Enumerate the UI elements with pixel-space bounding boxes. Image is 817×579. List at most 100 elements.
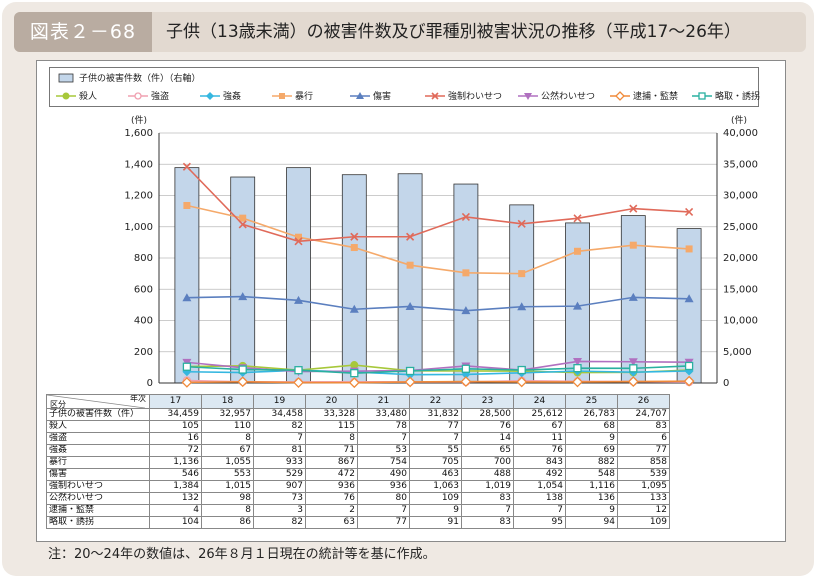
point-series8-22: [461, 364, 471, 373]
table-cell: 76: [305, 492, 358, 505]
table-cell: 936: [357, 480, 410, 493]
line-series-3: [186, 204, 690, 275]
year-header: 25: [565, 394, 618, 409]
point-series7-21: [404, 376, 416, 388]
table-cell: 65: [461, 444, 514, 457]
point-series5-18: [238, 220, 247, 229]
point-series5-24: [573, 214, 582, 223]
left-tick-label: 1,200: [124, 191, 153, 202]
figure-header: 図表２－68 子供（13歳未満）の被害件数及び罪種別被害状況の推移（平成17〜2…: [14, 12, 806, 52]
legend-item-1: 強盗: [128, 89, 169, 102]
point-series4-17: [182, 293, 192, 302]
point-series7-19: [293, 377, 304, 388]
point-series3-18: [239, 214, 247, 222]
year-header: 19: [253, 394, 306, 409]
table-cell: 705: [409, 456, 462, 469]
legend-marker: [615, 90, 625, 101]
point-series8-26: [684, 361, 694, 371]
table-cell: 76: [461, 420, 514, 433]
table-cell: 936: [305, 480, 358, 493]
table-cell: 2: [305, 504, 358, 517]
table-cell: 3: [253, 504, 306, 517]
legend-marker: [524, 92, 532, 100]
point-series5-21: [406, 232, 415, 241]
table-row: 略取・誘拐 104 86 82 63 77 91 83 95 94 109: [46, 516, 670, 529]
legend-label: 強盗: [151, 92, 170, 102]
point-series7-26: [683, 375, 695, 387]
right-tick-label: 25,000: [723, 222, 758, 233]
right-tick-label: 35,000: [723, 159, 758, 170]
point-series8-18: [238, 365, 247, 374]
table-cell: 80: [357, 492, 410, 505]
table-row: 強盗 16 8 7 8 7 7 14 11 9 6: [46, 432, 670, 445]
table-cell: 83: [461, 516, 514, 529]
line-series-8: [186, 365, 690, 374]
table-cell: 86: [201, 516, 254, 529]
table-cell: 109: [617, 516, 670, 529]
point-series8-23: [517, 365, 526, 375]
row-label: 子供の被害件数（件）: [46, 408, 150, 421]
year-header: 18: [201, 394, 254, 409]
legend-swatch: [518, 92, 538, 100]
data-table: 年次 区分 17 18 19 20 21 22 23 24 25 26 子供の被害件数（件） 34,459…: [46, 394, 670, 529]
table-cell: 67: [201, 444, 254, 457]
table-cell: 882: [565, 456, 618, 469]
point-series5-22: [461, 212, 470, 221]
left-tick-label: 600: [134, 284, 153, 295]
point-series7-22: [460, 376, 472, 388]
legend-label: 強制わいせつ: [448, 92, 503, 102]
table-cell: 71: [305, 444, 358, 457]
row-label: 強姦: [46, 444, 150, 457]
legend-marker: [134, 91, 142, 100]
figure-label: 図表２－68: [14, 12, 152, 52]
footnote: 注：20〜24年の数値は、26年８月１日現在の統計等を基に作成。: [48, 547, 436, 562]
table-cell: 463: [409, 468, 462, 481]
table-cell: 32,957: [201, 408, 254, 421]
year-header: 24: [513, 394, 566, 409]
legend-marker: [206, 91, 214, 100]
point-series7-24: [572, 376, 583, 388]
table-row: 公然わいせつ 132 98 73 76 80 109 83 138 136 133: [46, 492, 670, 505]
table-cell: 82: [253, 516, 306, 529]
point-series7-23: [516, 376, 528, 388]
legend-item-3: 暴行: [272, 89, 313, 102]
legend-swatch: [56, 92, 76, 99]
table-cell: 7: [513, 504, 566, 517]
point-series5-23: [517, 219, 526, 228]
table-cell: 700: [461, 456, 514, 469]
point-series4-18: [238, 292, 248, 301]
table-cell: 33,328: [305, 408, 358, 421]
legend-swatch: [58, 73, 74, 82]
table-cell: 77: [409, 420, 462, 433]
table-cell: 907: [253, 480, 306, 493]
legend-label: 略取・誘拐: [715, 92, 761, 102]
table-cell: 529: [253, 468, 306, 481]
table-header-row: 年次 区分 17 18 19 20 21 22 23 24 25 26: [46, 394, 670, 409]
row-label: 暴行: [46, 456, 150, 469]
point-series3-26: [685, 245, 693, 253]
point-series4-23: [517, 302, 527, 311]
point-series5-26: [685, 207, 694, 216]
legend-label: 殺人: [79, 92, 98, 102]
table-cell: 82: [253, 420, 306, 433]
year-header: 21: [357, 394, 410, 409]
point-series3-21: [406, 261, 414, 269]
row-label: 強盗: [46, 432, 150, 445]
table-cell: 7: [253, 432, 306, 445]
table-cell: 110: [201, 420, 254, 433]
chart-svg: 0 200 400 600 800 1,000 1,200 1,400 1,600 0 5,000 1…: [124, 114, 758, 389]
legend-item-0: 殺人: [56, 89, 97, 102]
table-cell: 16: [149, 432, 202, 445]
table-cell: 138: [513, 492, 566, 505]
year-header: 20: [305, 394, 358, 409]
legend-item-7: 逮捕・監禁: [610, 89, 678, 102]
table-cell: 858: [617, 456, 670, 469]
row-label: 殺人: [46, 420, 150, 433]
year-header: 26: [617, 394, 670, 409]
corner-top-label: 年次: [130, 394, 146, 404]
point-series8-17: [182, 362, 192, 371]
point-series8-20: [350, 369, 359, 378]
table-cell: 8: [201, 504, 254, 517]
table-cell: 488: [461, 468, 514, 481]
table-corner: 年次 区分: [46, 394, 150, 409]
